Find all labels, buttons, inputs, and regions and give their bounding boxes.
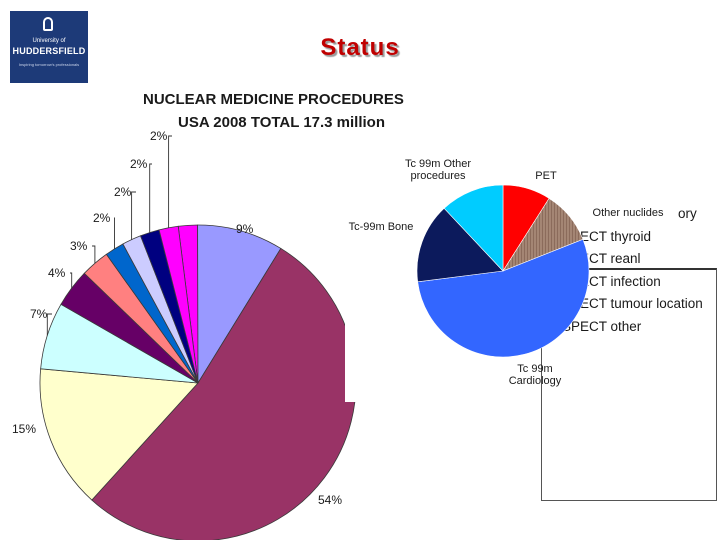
chart-title: NUCLEAR MEDICINE PROCEDURES [143,91,404,108]
pie2-slice-3 [416,207,504,283]
crest-icon [43,17,53,31]
legend-label: SPECT thyroid [562,228,652,244]
legend-item: ory [662,203,697,223]
pie2-slice-label: PET [535,170,557,182]
logo-line-3: Inspiring tomorrow's professionals [18,62,80,67]
logo-line-1: University of [32,38,66,44]
slice-percent-label: 2% [150,129,168,143]
slice-percent-label: 2% [114,185,132,199]
pie-slice-3 [39,368,199,501]
pie2-slice-4 [443,184,504,272]
slice-percent-label: 54% [318,493,342,507]
leader-line [114,217,115,249]
legend-label: ory [678,205,697,221]
pie2-slice-label: Tc 99m Cardiology [508,363,562,387]
slice-percent-label: 15% [12,422,36,436]
pie2-slice-label: Tc 99m Other procedures [404,158,472,182]
leader-line [70,272,73,289]
slice-percent-label: 7% [30,307,48,321]
leader-line [92,245,96,264]
pie2-slice-label: Other nuclides [592,207,664,219]
slice-percent-label: 4% [48,266,66,280]
legend-label: SPECT tumour location [562,295,703,311]
chart-subtitle: USA 2008 TOTAL 17.3 million [178,114,386,131]
pie2-slice-label: Tc-99m Bone [348,221,414,233]
pie2-slice-2 [417,238,590,358]
leader-line [131,191,136,240]
slice-percent-label: 3% [70,239,88,253]
leader-line [149,163,152,233]
legend-label: SPECT other [562,318,642,334]
pie-slice-1 [197,224,282,385]
leader-line [46,313,52,336]
slide-title: Status [320,34,400,61]
pie-slice-2 [91,247,357,540]
leader-line [168,135,172,228]
slice-percent-label: 2% [130,157,148,171]
slice-percent-label: 9% [236,222,254,236]
slice-percent-label: 2% [93,211,111,225]
logo-line-2: HUDDERSFIELD [12,46,86,56]
university-logo: University of HUDDERSFIELD Inspiring tom… [10,11,88,83]
